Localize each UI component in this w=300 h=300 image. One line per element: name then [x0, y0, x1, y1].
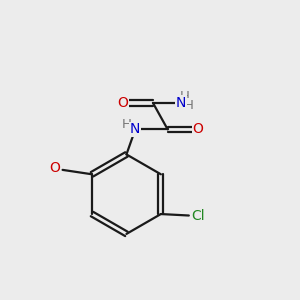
Text: O: O: [193, 122, 203, 136]
Text: O: O: [49, 160, 60, 175]
Text: Cl: Cl: [191, 208, 205, 223]
Text: H: H: [179, 90, 189, 103]
Text: O: O: [117, 96, 128, 110]
Text: N: N: [130, 122, 140, 136]
Text: H: H: [184, 99, 194, 112]
Text: N: N: [176, 96, 186, 110]
Text: H: H: [122, 118, 132, 130]
